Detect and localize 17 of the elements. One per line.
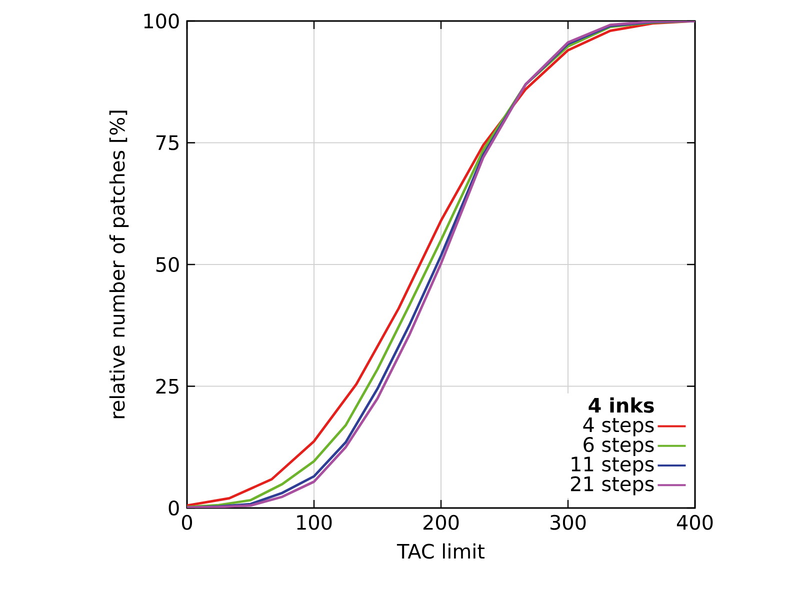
legend-title: 4 inks <box>588 397 654 413</box>
x-tick-label: 0 <box>182 514 192 530</box>
x-tick-label: 400 <box>676 514 713 530</box>
y-tick-label: 25 <box>156 378 178 394</box>
y-tick-label: 100 <box>144 13 179 29</box>
y-axis-title: relative number of patches [%] <box>109 110 129 418</box>
y-tick-label: 50 <box>156 256 179 272</box>
legend-label: 4 steps <box>583 418 654 436</box>
y-tick-label: 0 <box>168 500 179 516</box>
x-tick-label: 300 <box>550 514 586 530</box>
x-tick-label: 100 <box>297 514 332 530</box>
x-axis-title: TAC limit <box>396 543 485 559</box>
legend-label: 21 steps <box>571 476 654 496</box>
y-tick-label: 75 <box>156 135 178 150</box>
legend-label: 11 steps <box>572 456 654 476</box>
legend-label: 6 steps <box>584 437 654 456</box>
x-tick-label: 200 <box>423 514 459 530</box>
